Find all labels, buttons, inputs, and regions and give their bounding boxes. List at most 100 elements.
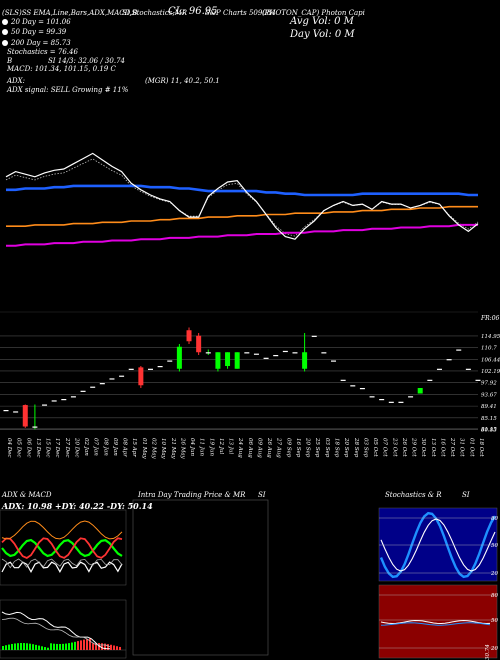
macd-histogram-bar [26, 643, 28, 650]
date-tick-label: 15 Dec [45, 438, 51, 458]
candle-body [51, 400, 57, 402]
date-tick-label: 30 Oct [420, 438, 426, 457]
plus-di-line [1, 538, 123, 558]
price-axis-label: 97.92 [481, 381, 497, 387]
date-tick-label: 09 Aug [256, 438, 262, 458]
stochastics-panel-frame [378, 507, 498, 582]
candle-body [215, 352, 221, 369]
adx-white-line-2 [1, 558, 123, 569]
macd-histogram-bar [89, 638, 91, 650]
price-axis-label: 110.7 [481, 346, 497, 352]
stoch-panel-title: Stochastics & R [385, 491, 442, 499]
adx-panel-frame [0, 509, 127, 586]
macd-histogram-bar [53, 643, 55, 650]
macd-histogram-bar [92, 643, 94, 650]
date-tick-label: 26 Oct [401, 437, 407, 457]
date-tick-label: 16 Oct [439, 438, 445, 457]
legend-adx: ADX: [7, 77, 26, 85]
date-tick-label: 07 Oct [382, 438, 388, 457]
price-axis-label: 93.67 [481, 392, 497, 398]
candle-body [119, 375, 125, 377]
candle-body [321, 352, 327, 354]
macd-histogram-bar [8, 644, 10, 650]
legend-signal: ADX signal: SELL Growing # 11% [7, 86, 129, 94]
candle-body [427, 379, 433, 381]
intraday-panel-title: Intra Day Trading Price & MR [138, 491, 246, 499]
legend-ema50-label: 50 Day = 99.39 [11, 28, 67, 36]
legend-si: SI 14/3: 32.06 / 30.74 [48, 57, 125, 65]
price-axis-label: 85.15 [481, 416, 497, 422]
macd-histogram-bar [95, 643, 97, 650]
si-line [380, 619, 491, 625]
candle-body [359, 388, 365, 390]
price-axis-label: 80.83 [481, 428, 497, 434]
date-tick-label: 02 Jan [83, 438, 89, 456]
candle-body [408, 396, 414, 398]
macd-histogram-bar [14, 643, 16, 650]
si2-panel-title: SI [462, 491, 470, 499]
price-axis-label: 102.19 [481, 369, 500, 375]
candle-body [465, 368, 471, 370]
si-tick-label: 80 [491, 593, 498, 599]
date-tick-label: 03 Sep [324, 438, 330, 458]
date-tick-label: 26 May [179, 437, 185, 460]
candle-body [186, 330, 192, 342]
date-tick-label: 02 May [150, 438, 156, 460]
candle-body [398, 401, 404, 403]
si-tick-label: 20 [490, 646, 498, 652]
stoch-k-line [379, 511, 497, 579]
macd-histogram-bar [83, 639, 85, 650]
price-axis-label: 89.41 [481, 404, 497, 410]
date-tick-label: 09 Sep [285, 438, 291, 458]
date-tick-label: 13 Oct [430, 438, 436, 457]
date-tick-label: 08 Apr [122, 438, 128, 457]
candle-body [99, 383, 105, 385]
macd-histogram-bar [119, 646, 121, 650]
candle-body [157, 366, 163, 368]
macd-histogram-bar [11, 643, 13, 650]
candle-body [128, 368, 134, 370]
date-tick-label: 06 Dec [25, 438, 31, 458]
legend-ema20-label: 20 Day = 101.06 [11, 18, 71, 26]
candle-body [282, 350, 288, 353]
macd-histogram-bar [50, 643, 52, 650]
header-company: (PHOTON_CAP) Photon Capi [262, 9, 365, 17]
candle-body [244, 352, 250, 354]
macd-histogram-bar [77, 641, 79, 650]
candle-body [350, 385, 356, 387]
candle-body [456, 349, 462, 351]
candle-body [13, 411, 19, 413]
candle-body [147, 368, 153, 370]
macd-histogram-bar [74, 641, 76, 650]
macd-histogram-bar [107, 644, 109, 650]
candle-body [379, 399, 385, 401]
header-avg-vol: Avg Vol: 0 M [290, 16, 354, 27]
date-tick-label: 05 Oct [372, 438, 378, 457]
macd-histogram-bar [71, 642, 73, 650]
ema50-line [6, 184, 478, 197]
date-tick-label: 27 Oct [449, 437, 455, 457]
legend-ema200-swatch [2, 40, 8, 46]
candle-body [3, 410, 9, 412]
macd-histogram-bar [110, 644, 112, 650]
macd-histogram-bar [59, 643, 61, 650]
candle-body [32, 426, 38, 428]
date-tick-label: 21 May [170, 437, 176, 460]
date-tick-label: 17 Dec [54, 438, 60, 458]
macd-histogram-bar [116, 646, 118, 650]
date-tick-label: 04 Jun [189, 438, 195, 456]
macd-histogram-bar [86, 639, 88, 650]
candle-body [225, 352, 231, 366]
price-grid [0, 311, 478, 431]
macd-histogram-bar [2, 646, 4, 650]
date-tick-label: 24 Aug [237, 437, 243, 458]
macd-histogram-bar [23, 643, 25, 650]
price-axis-label-extra: FR:06 [480, 315, 500, 322]
legend-ema20: 20 Day = 101.06 [2, 19, 71, 26]
header-day-vol: Day Vol: 0 M [290, 29, 355, 40]
date-tick-label: 10 May [160, 438, 166, 460]
si-panel-frame [378, 584, 498, 659]
date-tick-label: 29 Oct [411, 437, 417, 457]
